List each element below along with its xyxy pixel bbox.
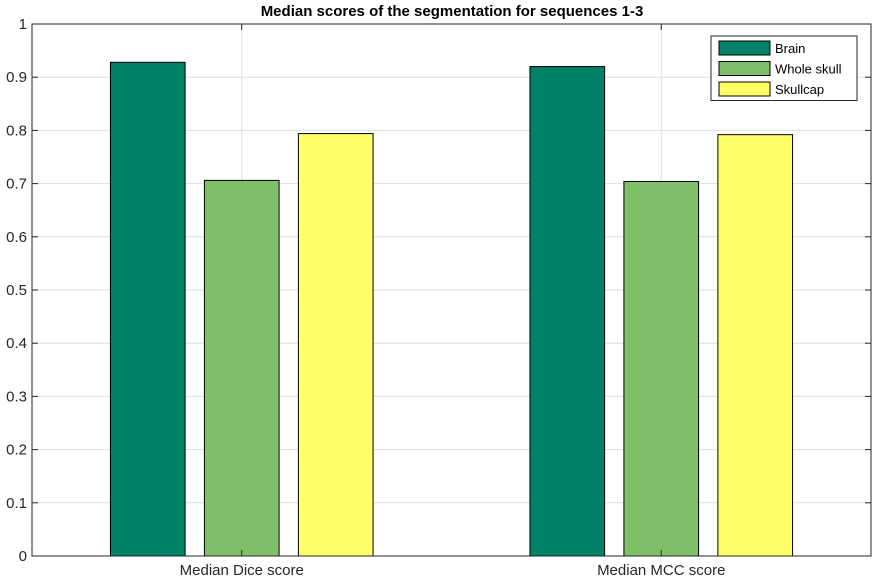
y-axis: 0 0.1 0.2 0.3 0.4 0.5 0.6 0.7 0.8 0.9 1 [6,16,871,565]
y-tick-label: 0.7 [6,176,27,193]
y-tick-label: 0.2 [6,442,27,459]
legend-label: Brain [775,41,805,56]
bar-brain-1 [109,61,186,557]
bar-skullcap-2 [717,134,794,557]
y-tick-label: 0.8 [6,122,27,139]
bar-brain-2 [529,66,606,557]
legend-swatch [718,61,771,76]
y-tick-label: 0.3 [6,388,27,405]
bars [109,61,794,557]
y-tick-label: 0.9 [6,69,27,86]
bar-whole-skull-1 [203,179,280,557]
x-tick-label: Median MCC score [597,562,725,579]
legend-swatch [718,81,771,97]
x-axis: Median Dice score Median MCC score [180,24,725,579]
legend-swatch [718,40,771,56]
bar-whole-skull-2 [623,180,700,557]
legend-label: Skullcap [775,82,824,97]
y-tick-label: 0.4 [6,335,27,352]
y-tick-label: 0.5 [6,282,27,299]
y-tick-label: 0.6 [6,229,27,246]
y-tick-label: 0.1 [6,495,27,512]
y-tick-label: 0 [19,548,27,565]
chart-title: Median scores of the segmentation for se… [261,3,644,20]
bar-skullcap-1 [297,133,374,557]
legend: Brain Whole skull Skullcap [710,35,858,101]
legend-label: Whole skull [775,62,842,77]
x-tick-label: Median Dice score [180,562,304,579]
y-tick-label: 1 [19,16,27,33]
